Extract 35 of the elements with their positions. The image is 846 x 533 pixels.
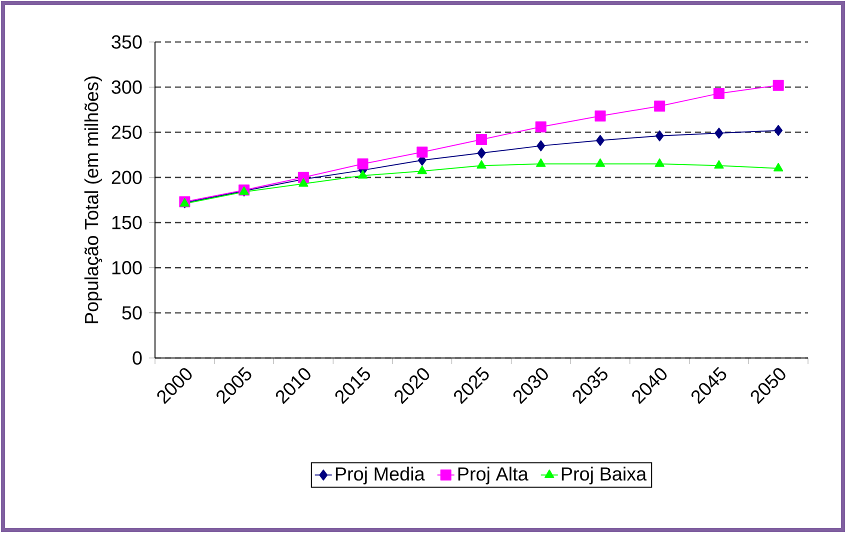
legend-label: Proj Baixa (562, 466, 647, 484)
point (357, 158, 368, 170)
point (772, 80, 784, 91)
y-tick-label: 250 (112, 126, 142, 139)
point (773, 162, 784, 172)
legend-label: Proj Media (336, 466, 425, 484)
y-tick-label: 50 (122, 306, 142, 320)
point (596, 134, 604, 146)
point (714, 128, 724, 139)
point (654, 158, 664, 167)
y-tick-label: 0 (132, 351, 142, 365)
point (358, 170, 368, 179)
point (655, 130, 664, 142)
point (298, 178, 308, 187)
legend-label: Proj Alta (458, 466, 528, 484)
point (594, 110, 606, 122)
y-tick-label: 300 (112, 80, 142, 94)
point (595, 158, 606, 167)
y-tick-label: 350 (112, 35, 142, 49)
point (654, 100, 666, 112)
point (536, 158, 546, 167)
y-tick-label: 200 (112, 170, 142, 184)
y-tick-label: 150 (112, 216, 142, 230)
point (416, 146, 428, 158)
point (476, 160, 486, 169)
point (536, 140, 546, 152)
point (714, 160, 724, 169)
point (535, 121, 546, 132)
point (476, 134, 488, 145)
point (477, 148, 486, 159)
y-axis-title: População Total (em milhões) (84, 76, 102, 324)
point (417, 166, 427, 174)
point (774, 124, 783, 136)
y-tick-label: 100 (112, 260, 142, 274)
point (713, 88, 724, 99)
